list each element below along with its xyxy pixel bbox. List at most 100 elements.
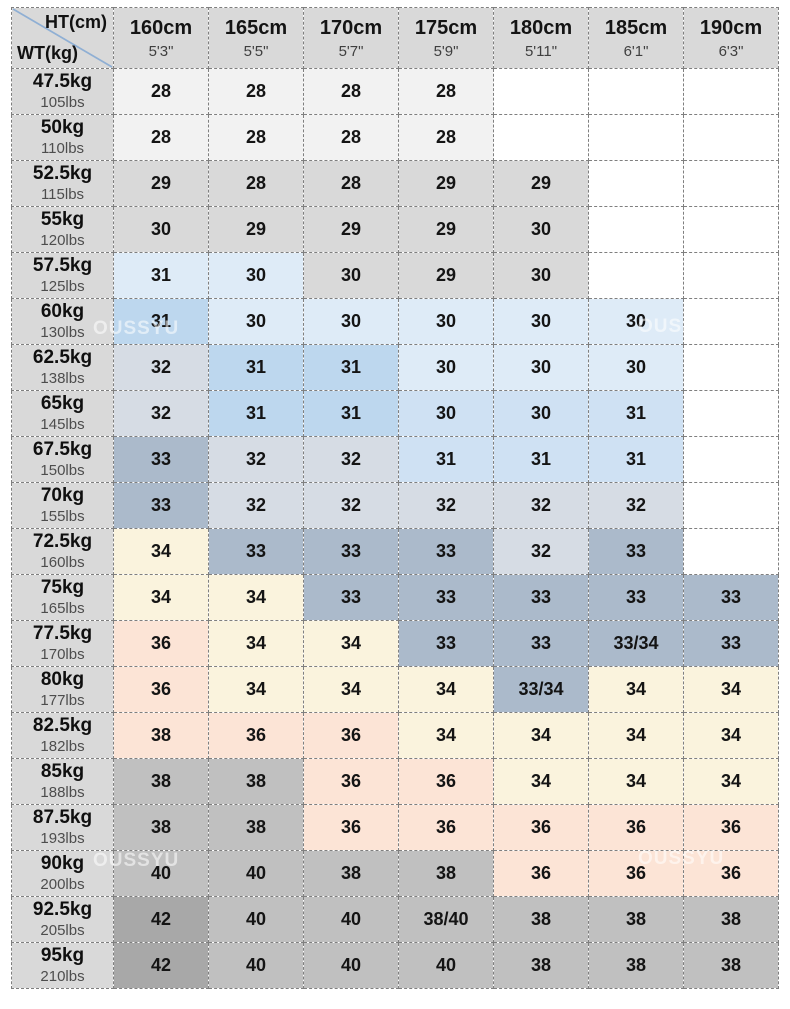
size-value-cell: 28 — [398, 68, 494, 115]
table-row: 52.5kg 115lbs 29 28 28 29 29 — [11, 160, 779, 207]
row-label-77.5kg: 77.5kg 170lbs — [11, 620, 114, 667]
size-value-cell: 30 — [588, 344, 684, 391]
size-value-cell: 40 — [113, 850, 209, 897]
size-value-cell: 32 — [493, 482, 589, 529]
size-value-cell: 30 — [303, 252, 399, 299]
size-value-cell: 33 — [588, 528, 684, 575]
size-value-cell: 30 — [208, 298, 304, 345]
size-value-cell: 34 — [493, 758, 589, 805]
size-value-cell: 38 — [493, 896, 589, 943]
weight-kg-label: 55kg — [40, 209, 85, 231]
column-header-180cm: 180cm 5'11" — [493, 7, 589, 69]
weight-lbs-label: 130lbs — [40, 323, 85, 341]
size-value-cell: 30 — [493, 298, 589, 345]
size-value-cell: 40 — [303, 896, 399, 943]
row-label-70kg: 70kg 155lbs — [11, 482, 114, 529]
size-value-cell: 42 — [113, 896, 209, 943]
size-value-cell: 28 — [208, 160, 304, 207]
size-value-cell: 40 — [208, 896, 304, 943]
weight-lbs-label: 177lbs — [40, 691, 85, 709]
table-row: 92.5kg 205lbs 42 40 40 38/40 38 38 38 — [11, 896, 779, 943]
size-value-cell: 36 — [588, 850, 684, 897]
weight-kg-label: 52.5kg — [32, 163, 93, 185]
table-row: 47.5kg 105lbs 28 28 28 28 — [11, 68, 779, 115]
size-value-cell: 33/34 — [588, 620, 684, 667]
size-value-cell: 28 — [113, 68, 209, 115]
weight-lbs-label: 138lbs — [40, 369, 85, 387]
size-value-cell: 34 — [398, 666, 494, 713]
weight-kg-label: 50kg — [40, 117, 85, 139]
size-value-cell: 34 — [683, 758, 779, 805]
weight-lbs-label: 193lbs — [40, 829, 85, 847]
size-value-cell: 36 — [208, 712, 304, 759]
size-value-cell: 34 — [303, 666, 399, 713]
row-label-87.5kg: 87.5kg 193lbs — [11, 804, 114, 851]
empty-cell — [588, 160, 684, 207]
height-cm-label: 165cm — [224, 17, 288, 39]
height-ftin-label: 5'9" — [433, 43, 459, 60]
column-header-165cm: 165cm 5'5" — [208, 7, 304, 69]
weight-lbs-label: 188lbs — [40, 783, 85, 801]
size-value-cell: 33 — [493, 574, 589, 621]
size-value-cell: 29 — [113, 160, 209, 207]
weight-lbs-label: 120lbs — [40, 231, 85, 249]
table-row: 75kg 165lbs 34 34 33 33 33 33 33 — [11, 574, 779, 621]
size-value-cell: 28 — [303, 114, 399, 161]
size-value-cell: 36 — [588, 804, 684, 851]
size-value-cell: 34 — [113, 574, 209, 621]
size-value-cell: 38 — [303, 850, 399, 897]
size-value-cell: 38 — [208, 758, 304, 805]
table-row: 57.5kg 125lbs 31 30 30 29 30 — [11, 252, 779, 299]
weight-lbs-label: 200lbs — [40, 875, 85, 893]
size-value-cell: 34 — [588, 758, 684, 805]
weight-kg-label: 95kg — [40, 945, 85, 967]
row-label-82.5kg: 82.5kg 182lbs — [11, 712, 114, 759]
size-value-cell: 38 — [398, 850, 494, 897]
row-label-60kg: 60kg 130lbs — [11, 298, 114, 345]
weight-kg-label: 92.5kg — [32, 899, 93, 921]
size-value-cell: 28 — [303, 68, 399, 115]
row-label-85kg: 85kg 188lbs — [11, 758, 114, 805]
empty-cell — [683, 344, 779, 391]
row-label-57.5kg: 57.5kg 125lbs — [11, 252, 114, 299]
table-row: 62.5kg 138lbs 32 31 31 30 30 30 — [11, 344, 779, 391]
height-ftin-label: 6'1" — [623, 43, 649, 60]
size-chart-table: HT(cm) WT(kg) 160cm 5'3" 165cm 5'5" 170cm 5'7… — [11, 7, 779, 989]
row-label-95kg: 95kg 210lbs — [11, 942, 114, 989]
height-ftin-label: 6'3" — [718, 43, 744, 60]
row-label-65kg: 65kg 145lbs — [11, 390, 114, 437]
height-cm-label: 185cm — [604, 17, 668, 39]
weight-lbs-label: 170lbs — [40, 645, 85, 663]
size-value-cell: 34 — [208, 574, 304, 621]
size-value-cell: 32 — [113, 344, 209, 391]
height-cm-label: 175cm — [414, 17, 478, 39]
size-value-cell: 36 — [683, 850, 779, 897]
weight-lbs-label: 182lbs — [40, 737, 85, 755]
size-value-cell: 31 — [208, 344, 304, 391]
size-value-cell: 34 — [588, 666, 684, 713]
size-value-cell: 31 — [398, 436, 494, 483]
table-row: 67.5kg 150lbs 33 32 32 31 31 31 — [11, 436, 779, 483]
weight-lbs-label: 160lbs — [40, 553, 85, 571]
size-value-cell: 33 — [398, 528, 494, 575]
size-value-cell: 29 — [398, 160, 494, 207]
size-value-cell: 36 — [113, 620, 209, 667]
table-body: 47.5kg 105lbs 28 28 28 28 50kg 110lbs 28 28 28 28 52… — [11, 68, 779, 989]
empty-cell — [588, 68, 684, 115]
row-label-55kg: 55kg 120lbs — [11, 206, 114, 253]
size-value-cell: 30 — [113, 206, 209, 253]
size-value-cell: 29 — [398, 252, 494, 299]
size-value-cell: 34 — [208, 620, 304, 667]
size-value-cell: 30 — [398, 390, 494, 437]
size-value-cell: 40 — [208, 850, 304, 897]
size-value-cell: 36 — [493, 804, 589, 851]
height-ftin-label: 5'7" — [338, 43, 364, 60]
size-value-cell: 28 — [208, 114, 304, 161]
header-row: HT(cm) WT(kg) 160cm 5'3" 165cm 5'5" 170cm 5'7… — [11, 7, 779, 69]
size-value-cell: 32 — [588, 482, 684, 529]
table-row: 55kg 120lbs 30 29 29 29 30 — [11, 206, 779, 253]
table-row: 82.5kg 182lbs 38 36 36 34 34 34 34 — [11, 712, 779, 759]
size-value-cell: 33 — [113, 436, 209, 483]
row-label-52.5kg: 52.5kg 115lbs — [11, 160, 114, 207]
size-value-cell: 30 — [398, 298, 494, 345]
